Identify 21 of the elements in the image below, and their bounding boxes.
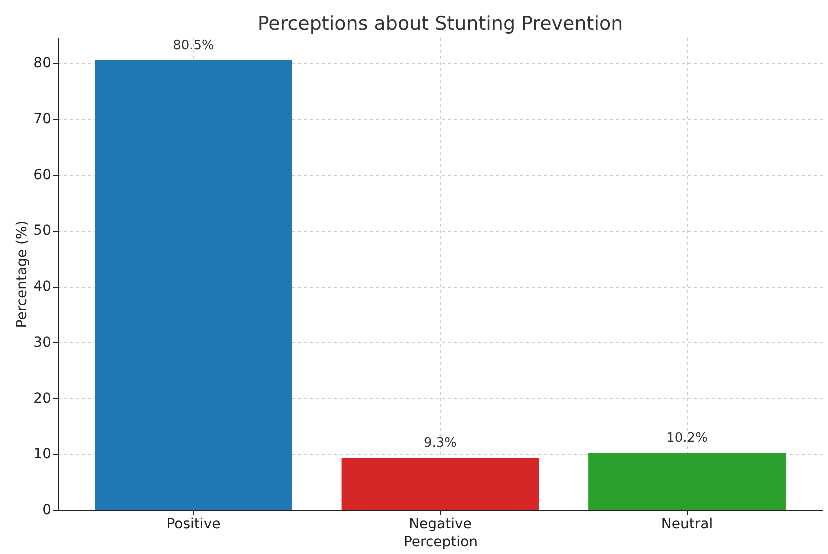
y-tick-label: 50 bbox=[34, 223, 52, 240]
data-label: 9.3% bbox=[424, 436, 458, 452]
x-tick-label: Negative bbox=[409, 516, 472, 532]
y-axis-title: Percentage (%) bbox=[14, 220, 31, 328]
y-tick-label: 20 bbox=[34, 390, 52, 407]
x-tick-label: Positive bbox=[166, 516, 221, 532]
bar bbox=[342, 458, 540, 510]
y-tick-label: 60 bbox=[34, 167, 52, 184]
bar bbox=[588, 453, 786, 510]
y-tick-label: 10 bbox=[34, 446, 52, 463]
bar bbox=[95, 60, 292, 510]
chart-title: Perceptions about Stunting Prevention bbox=[258, 13, 624, 35]
data-label: 10.2% bbox=[666, 431, 708, 446]
y-tick-label: 30 bbox=[34, 334, 52, 351]
y-tick-label: 70 bbox=[34, 111, 52, 128]
data-label: 80.5% bbox=[173, 38, 214, 54]
y-tick-label: 40 bbox=[34, 279, 52, 296]
y-tick-label: 80 bbox=[34, 56, 52, 72]
x-tick-label: Neutral bbox=[661, 516, 714, 532]
y-tick-label: 0 bbox=[42, 502, 52, 518]
x-axis-title: Perception bbox=[404, 534, 478, 550]
